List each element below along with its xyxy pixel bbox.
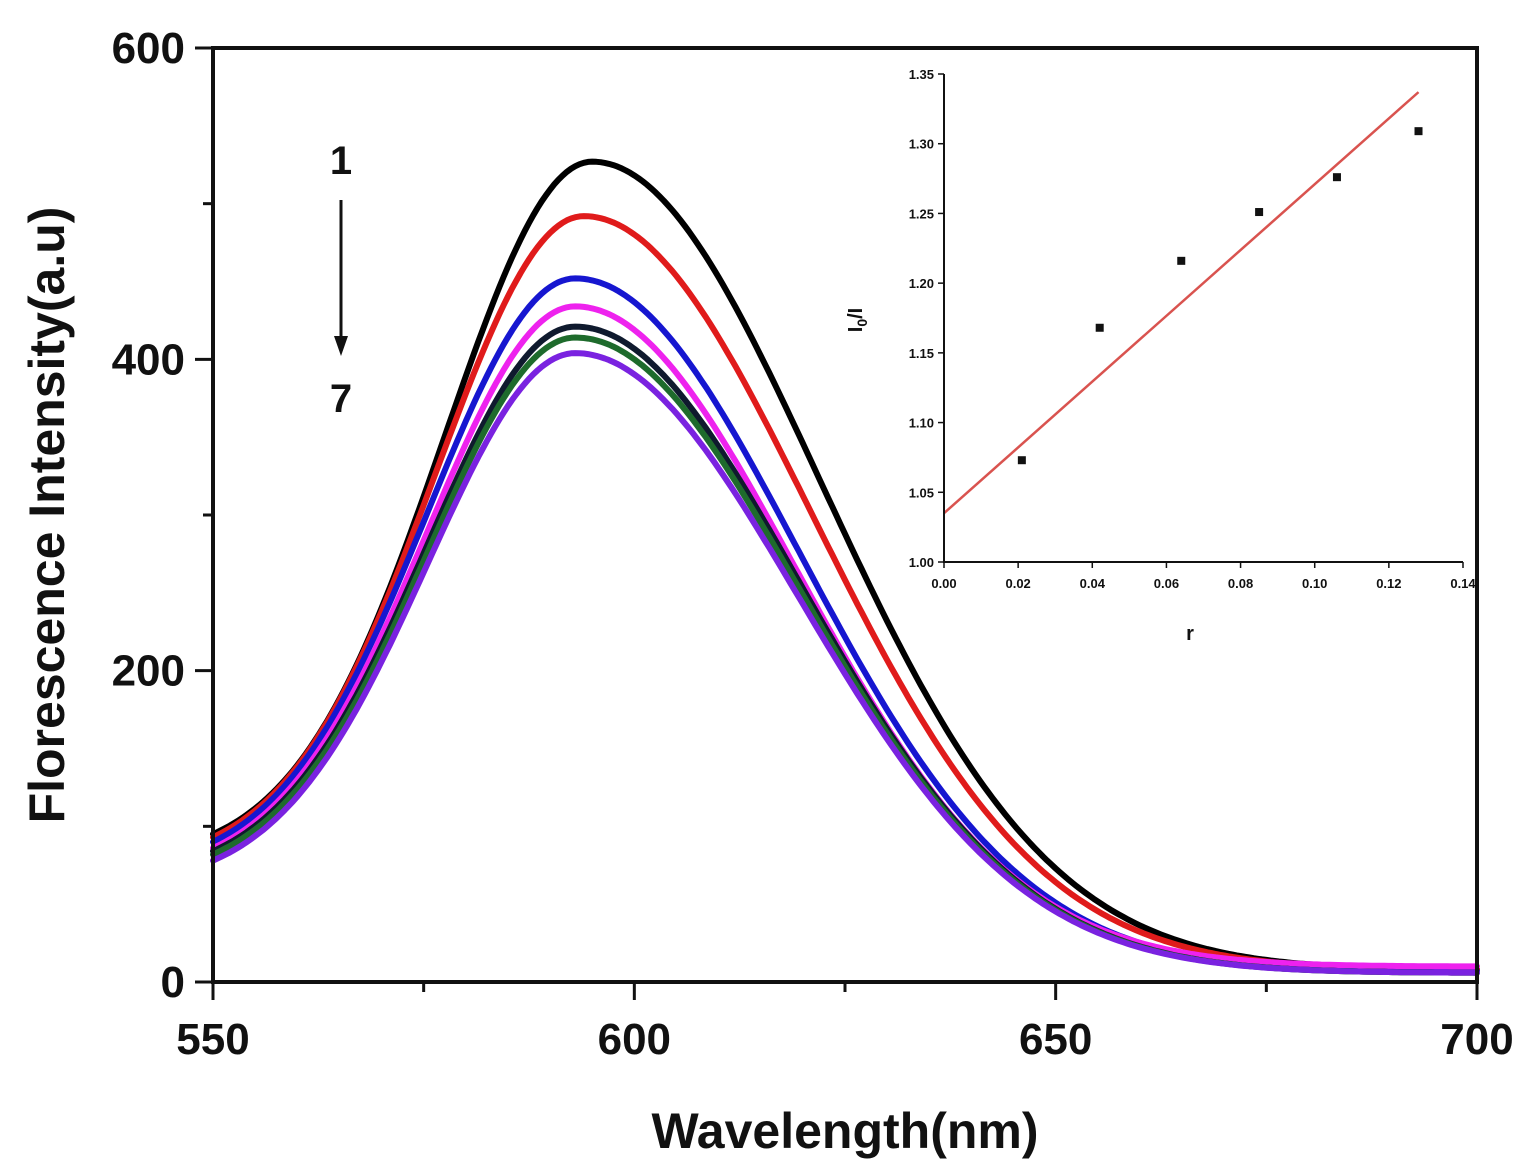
inset-x-tick-label-0.12: 0.12	[1376, 576, 1401, 591]
inset-y-tick-label-1.25: 1.25	[909, 206, 934, 221]
inset-fit-line	[943, 91, 1420, 515]
annotation-arrow-head	[334, 336, 348, 356]
x-tick-label-700: 700	[1440, 1015, 1513, 1064]
inset-y-tick-label-1.00: 1.00	[909, 555, 934, 570]
y-tick-label-200: 200	[112, 647, 185, 696]
inset-x-tick-label-0.06: 0.06	[1154, 576, 1179, 591]
main-x-tick-labels: 550 600 650 700	[176, 1015, 1513, 1064]
inset-data-point-2	[1095, 323, 1104, 332]
annotation-start-label: 1	[330, 139, 352, 183]
inset-y-title-subscript: 0	[854, 319, 870, 327]
inset-y-tick-label-1.15: 1.15	[909, 346, 934, 361]
inset-x-tick-label-0.02: 0.02	[1005, 576, 1030, 591]
inset-y-tick-label-1.10: 1.10	[909, 416, 934, 431]
inset-data-point-6	[1414, 127, 1423, 136]
inset-x-tick-labels: 0.00 0.02 0.04 0.06 0.08 0.10 0.12 0.14	[931, 576, 1476, 591]
main-series-group	[210, 158, 1480, 976]
inset-y-tick-label-1.30: 1.30	[909, 137, 934, 152]
x-tick-label-650: 650	[1019, 1015, 1092, 1064]
inset-tick-marks	[938, 73, 1464, 568]
main-y-tick-labels: 0 200 400 600	[112, 24, 185, 1007]
series-order-annotation: 1 7	[330, 139, 352, 421]
inset-x-tick-label-0.08: 0.08	[1228, 576, 1253, 591]
inset-points-group	[1017, 127, 1423, 465]
inset-data-point-3	[1177, 256, 1186, 265]
inset-y-tick-label-1.05: 1.05	[909, 485, 934, 500]
inset-background	[944, 74, 1463, 562]
inset-x-tick-label-0.14: 0.14	[1450, 576, 1476, 591]
inset-y-title-main: I	[845, 327, 867, 333]
inset-y-tick-label-1.20: 1.20	[909, 276, 934, 291]
y-tick-label-600: 600	[112, 24, 185, 73]
inset-chart: 0.00 0.02 0.04 0.06 0.08 0.10 0.12 0.14 1.001.0…	[845, 67, 1476, 645]
main-chart: 550 600 650 700 0 200 400 600 Wavelength(nm) F…	[19, 24, 1514, 1159]
x-tick-label-550: 550	[176, 1015, 249, 1064]
y-tick-label-0: 0	[161, 958, 185, 1007]
inset-y-title-tail: /I	[845, 308, 867, 319]
inset-y-tick-labels: 1.00 1.05 1.10 1.15 1.20 1.25 1.30 1.35	[909, 67, 934, 570]
inset-data-point-1	[1017, 456, 1026, 465]
inset-fit-line-group	[943, 91, 1420, 515]
main-x-axis-title: Wavelength(nm)	[651, 1103, 1038, 1159]
inset-data-point-4	[1255, 208, 1264, 217]
inset-y-axis-title: I0/I	[845, 308, 870, 332]
inset-x-tick-label-0.00: 0.00	[931, 576, 956, 591]
inset-x-axis-title: r	[1186, 623, 1194, 645]
main-y-axis-title: Florescence Intensity(a.u)	[19, 207, 75, 824]
inset-x-tick-label-0.04: 0.04	[1080, 576, 1106, 591]
inset-y-tick-label-1.35: 1.35	[909, 67, 934, 82]
inset-x-tick-label-0.10: 0.10	[1302, 576, 1327, 591]
spectrum-line-7	[210, 350, 1480, 976]
inset-data-point-5	[1332, 173, 1341, 182]
main-tick-marks	[195, 46, 1479, 1000]
annotation-end-label: 7	[330, 377, 352, 421]
y-tick-label-400: 400	[112, 335, 185, 384]
x-tick-label-600: 600	[598, 1015, 671, 1064]
